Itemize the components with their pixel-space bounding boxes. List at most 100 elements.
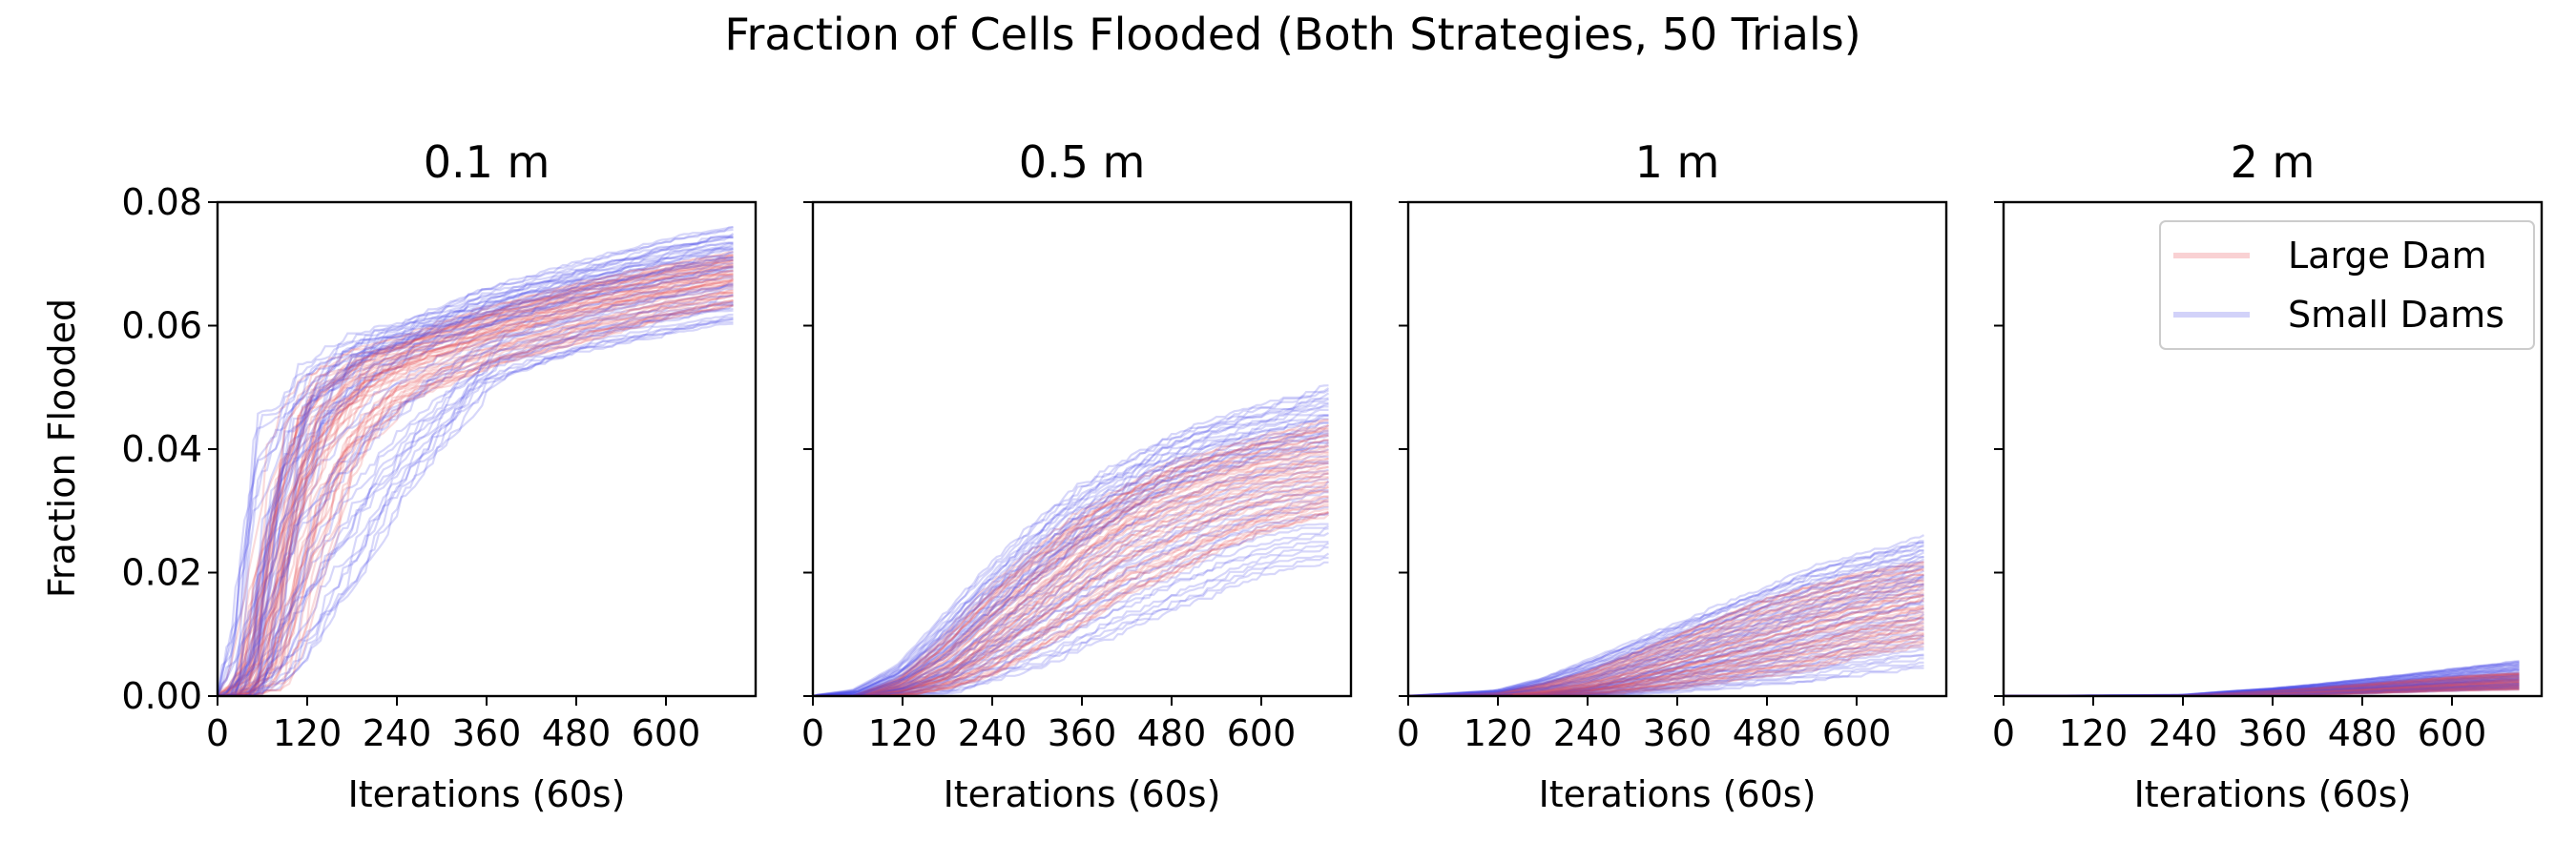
small-dams-trial-line	[218, 247, 734, 696]
large-dam-trial-line	[218, 303, 734, 696]
large-dam-trial-line	[1408, 642, 1924, 696]
small-dams-trial-line	[813, 421, 1329, 696]
large-dam-trial-line	[1408, 561, 1924, 696]
small-dams-trial-line	[2004, 682, 2520, 696]
large-dam-trial-line	[813, 434, 1329, 696]
large-dam-trial-line	[218, 256, 734, 696]
large-dam-trial-line	[813, 495, 1329, 696]
large-dam-trial-line	[218, 294, 734, 696]
small-dams-trial-line	[218, 241, 734, 696]
x-tick-label: 480	[2328, 712, 2398, 754]
large-dam-trial-line	[813, 453, 1329, 696]
small-dams-trial-line	[218, 309, 734, 696]
small-dams-trial-line	[218, 261, 734, 696]
small-dams-trial-line	[1408, 561, 1924, 696]
large-dam-trial-line	[218, 254, 734, 696]
panel-data-lines	[1408, 534, 1925, 696]
large-dam-trial-line	[218, 254, 734, 696]
large-dam-trial-line	[218, 296, 734, 696]
small-dams-trial-line	[218, 294, 734, 696]
small-dams-trial-line	[2004, 677, 2520, 696]
y-tick-label: 0.02	[121, 552, 202, 594]
large-dam-trial-line	[1408, 605, 1924, 696]
large-dam-trial-line	[2004, 681, 2520, 696]
small-dams-trial-line	[218, 303, 734, 696]
large-dam-trial-line	[813, 504, 1329, 696]
large-dam-trial-line	[813, 490, 1329, 696]
small-dams-trial-line	[2004, 684, 2520, 696]
large-dam-trial-line	[813, 457, 1329, 696]
small-dams-trial-line	[218, 283, 734, 696]
large-dam-trial-line	[813, 498, 1329, 696]
small-dams-trial-line	[813, 387, 1330, 696]
small-dams-trial-line	[813, 491, 1329, 696]
large-dam-trial-line	[218, 265, 734, 696]
small-dams-trial-line	[1408, 569, 1925, 696]
large-dam-trial-line	[218, 251, 734, 696]
small-dams-trial-line	[813, 392, 1330, 696]
large-dam-trial-line	[2004, 683, 2520, 696]
small-dams-trial-line	[2004, 675, 2520, 696]
small-dams-trial-line	[813, 434, 1329, 696]
large-dam-trial-line	[2004, 680, 2520, 696]
panel-title: 1 m	[1635, 136, 1720, 188]
large-dam-trial-line	[218, 298, 734, 696]
small-dams-trial-line	[813, 523, 1329, 696]
large-dam-trial-line	[1408, 624, 1924, 696]
large-dam-trial-line	[813, 452, 1329, 696]
small-dams-trial-line	[1408, 556, 1924, 696]
large-dam-trial-line	[1408, 635, 1924, 696]
large-dam-trial-line	[1408, 573, 1924, 696]
large-dam-trial-line	[813, 501, 1329, 696]
small-dams-trial-line	[218, 294, 734, 696]
large-dam-trial-line	[1408, 612, 1924, 696]
small-dams-trial-line	[1408, 566, 1924, 696]
large-dam-trial-line	[218, 259, 734, 696]
small-dams-trial-line	[813, 531, 1330, 696]
x-tick-label: 600	[1822, 712, 1892, 754]
large-dam-trial-line	[1408, 583, 1925, 696]
large-dam-trial-line	[1408, 605, 1924, 696]
large-dam-trial-line	[218, 277, 734, 696]
large-dam-trial-line	[1408, 564, 1924, 696]
small-dams-trial-line	[813, 402, 1329, 696]
large-dam-trial-line	[218, 269, 734, 696]
small-dams-trial-line	[813, 462, 1329, 696]
small-dams-trial-line	[218, 250, 734, 696]
large-dam-trial-line	[2004, 683, 2520, 696]
large-dam-trial-line	[2004, 682, 2520, 696]
large-dam-trial-line	[813, 450, 1329, 696]
large-dam-trial-line	[218, 275, 734, 696]
large-dam-trial-line	[218, 276, 734, 696]
x-axis-label: Iterations (60s)	[2134, 773, 2412, 815]
large-dam-trial-line	[1408, 577, 1924, 696]
small-dams-trial-line	[813, 425, 1329, 696]
large-dam-trial-line	[218, 304, 734, 696]
large-dam-trial-line	[2004, 684, 2520, 696]
large-dam-trial-line	[813, 439, 1329, 696]
x-tick-label: 480	[542, 712, 612, 754]
large-dam-trial-line	[813, 481, 1329, 696]
small-dams-trial-line	[218, 228, 734, 696]
small-dams-trial-line	[218, 282, 734, 696]
large-dam-trial-line	[813, 489, 1329, 696]
small-dams-trial-line	[2004, 682, 2520, 696]
large-dam-trial-line	[218, 295, 734, 696]
large-dam-trial-line	[1408, 583, 1924, 696]
large-dam-trial-line	[2004, 682, 2520, 696]
chart-suptitle: Fraction of Cells Flooded (Both Strategi…	[724, 9, 1860, 60]
large-dam-trial-line	[813, 500, 1329, 696]
large-dam-trial-line	[813, 503, 1329, 696]
x-tick-label: 600	[1227, 712, 1297, 754]
small-dams-trial-line	[218, 318, 734, 696]
large-dam-trial-line	[218, 269, 734, 696]
large-dam-trial-line	[2004, 684, 2520, 696]
small-dams-trial-line	[218, 258, 734, 696]
large-dam-trial-line	[218, 281, 734, 696]
small-dams-trial-line	[218, 233, 735, 696]
large-dam-trial-line	[813, 485, 1329, 696]
large-dam-trial-line	[2004, 681, 2520, 696]
large-dam-trial-line	[218, 278, 734, 696]
small-dams-trial-line	[1408, 558, 1925, 696]
